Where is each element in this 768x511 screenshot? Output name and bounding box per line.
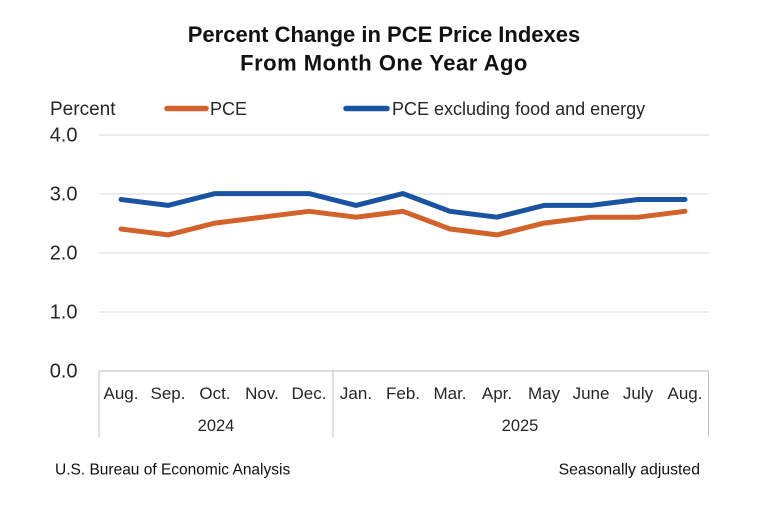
svg-text:Oct.: Oct. [199, 384, 230, 403]
svg-text:Feb.: Feb. [386, 384, 420, 403]
svg-text:Percent Change in PCE Price In: Percent Change in PCE Price Indexes [188, 22, 580, 47]
svg-text:Percent: Percent [50, 99, 116, 120]
svg-text:Aug.: Aug. [668, 384, 703, 403]
svg-text:2025: 2025 [502, 417, 539, 435]
svg-text:From Month One Year Ago: From Month One Year Ago [240, 51, 528, 76]
svg-text:U.S. Bureau of Economic Analys: U.S. Bureau of Economic Analysis [55, 462, 290, 479]
svg-text:May: May [528, 384, 561, 403]
svg-text:Nov.: Nov. [245, 384, 279, 403]
svg-text:Mar.: Mar. [433, 384, 466, 403]
svg-text:Aug.: Aug. [104, 384, 139, 403]
svg-text:Jan.: Jan. [340, 384, 372, 403]
svg-text:1.0: 1.0 [50, 302, 78, 324]
svg-text:Sep.: Sep. [151, 384, 186, 403]
svg-text:PCE excluding food and energy: PCE excluding food and energy [392, 99, 645, 119]
svg-text:Dec.: Dec. [292, 384, 327, 403]
svg-text:July: July [623, 384, 654, 403]
svg-text:2.0: 2.0 [50, 243, 78, 265]
svg-text:PCE: PCE [210, 99, 247, 119]
svg-text:4.0: 4.0 [50, 125, 78, 147]
svg-text:June: June [573, 384, 610, 403]
svg-text:Seasonally adjusted: Seasonally adjusted [559, 462, 700, 479]
svg-text:Apr.: Apr. [482, 384, 512, 403]
svg-text:2024: 2024 [198, 417, 235, 435]
svg-text:3.0: 3.0 [50, 184, 78, 206]
svg-text:0.0: 0.0 [50, 361, 78, 383]
